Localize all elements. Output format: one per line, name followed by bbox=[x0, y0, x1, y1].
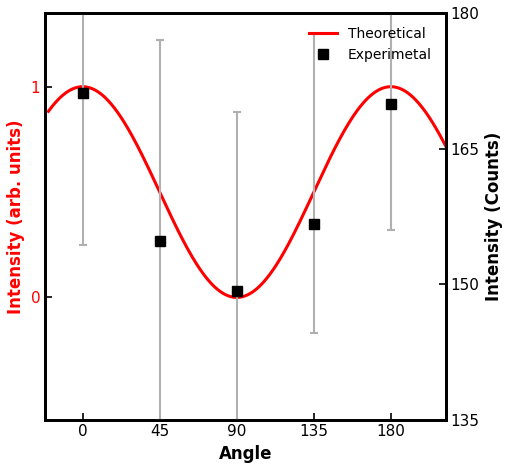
Theoretical bbox=[241, 293, 247, 299]
Y-axis label: Intensity (Counts): Intensity (Counts) bbox=[484, 132, 502, 301]
Theoretical bbox=[387, 84, 393, 89]
Theoretical bbox=[382, 85, 388, 90]
Theoretical bbox=[243, 292, 249, 298]
Legend: Theoretical, Experimetal: Theoretical, Experimetal bbox=[301, 20, 438, 69]
Theoretical bbox=[234, 295, 240, 300]
Y-axis label: Intensity (arb. units): Intensity (arb. units) bbox=[7, 119, 25, 313]
Theoretical bbox=[456, 171, 462, 177]
Theoretical bbox=[290, 231, 296, 236]
Theoretical bbox=[268, 269, 274, 275]
Line: Theoretical: Theoretical bbox=[48, 86, 459, 298]
X-axis label: Angle: Angle bbox=[218, 445, 271, 463]
Theoretical bbox=[447, 154, 454, 159]
Theoretical bbox=[45, 109, 51, 114]
